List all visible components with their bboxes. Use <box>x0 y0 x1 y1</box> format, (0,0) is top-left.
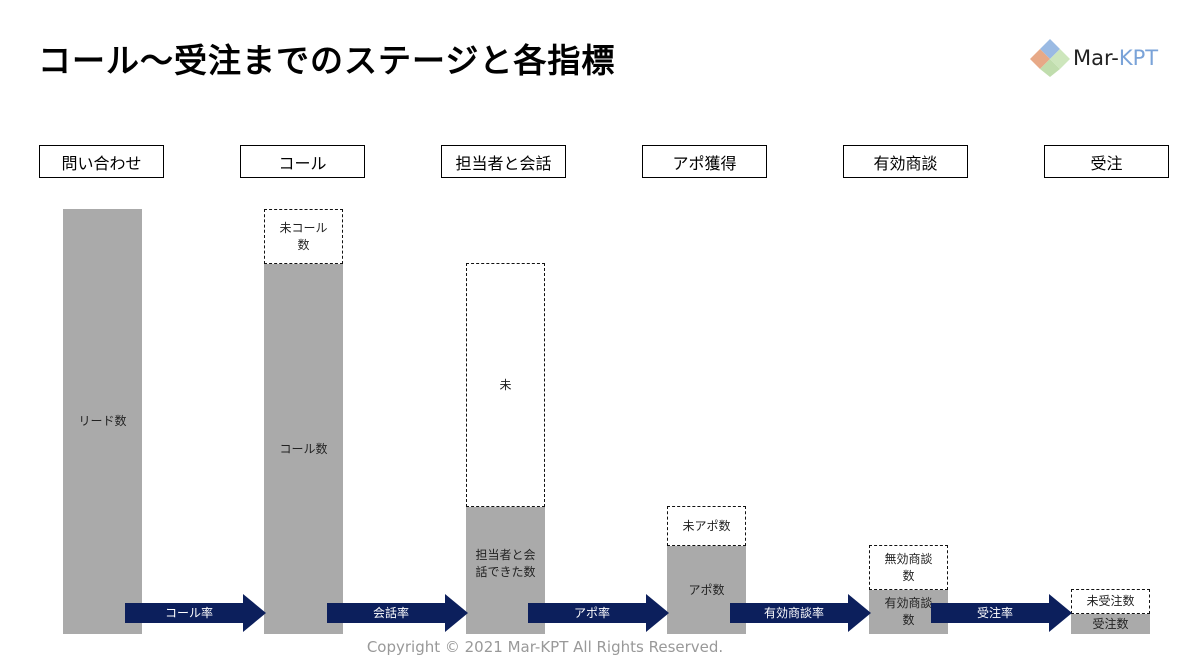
logo-text: Mar-KPT <box>1073 46 1159 70</box>
call-rate-arrow: コール率 <box>125 594 266 632</box>
stage-call: コール <box>240 145 365 178</box>
not-talked-box: 未 <box>466 263 545 507</box>
order-rate-arrow: 受注率 <box>931 594 1072 632</box>
valid-deal-rate-arrow: 有効商談率 <box>730 594 871 632</box>
stage-appointment: アポ獲得 <box>642 145 767 178</box>
stage-inquiry: 問い合わせ <box>39 145 164 178</box>
call-count-bar: コール数 <box>264 264 343 634</box>
diamond-logo-icon <box>1030 39 1070 77</box>
call-rate-label: コール率 <box>164 606 213 620</box>
appointment-rate-arrow: アポ率 <box>528 594 669 632</box>
unwon-order-box: 未受注数 <box>1071 589 1150 614</box>
no-appointment-box: 未アポ数 <box>667 506 746 546</box>
stage-conversation: 担当者と会話 <box>441 145 566 178</box>
conversation-rate-label: 会話率 <box>372 606 409 620</box>
stage-order: 受注 <box>1044 145 1169 178</box>
conversation-rate-arrow: 会話率 <box>327 594 468 632</box>
order-count-bar: 受注数 <box>1071 614 1150 634</box>
order-rate-label: 受注率 <box>976 606 1013 620</box>
lead-count-bar: リード数 <box>63 209 142 634</box>
copyright-footer: Copyright © 2021 Mar-KPT All Rights Rese… <box>366 638 724 656</box>
page-title: コール〜受注までのステージと各指標 <box>38 41 616 80</box>
brand-logo: Mar-KPT <box>1030 36 1190 80</box>
stage-valid-deal: 有効商談 <box>843 145 968 178</box>
uncalled-count-box: 未コール数 <box>264 209 343 264</box>
appointment-rate-label: アポ率 <box>573 606 610 620</box>
invalid-deal-box: 無効商談数 <box>869 545 948 590</box>
valid-deal-rate-label: 有効商談率 <box>763 606 824 620</box>
